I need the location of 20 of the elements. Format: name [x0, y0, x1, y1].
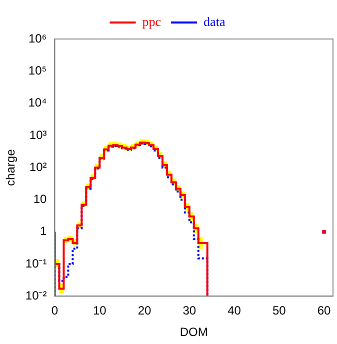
x-tick-label: 0: [51, 304, 58, 318]
y-tick-label: 10³: [29, 128, 47, 142]
x-tick-label: 50: [272, 304, 286, 318]
legend-label: data: [204, 14, 226, 29]
y-tick-label: 1: [40, 224, 48, 238]
x-tick-label: 10: [92, 304, 107, 318]
y-tick-label: 10⁻¹: [25, 256, 47, 270]
y-tick-label: 10⁴: [28, 96, 47, 110]
x-tick-label: 20: [138, 304, 152, 318]
y-tick-label: 10⁵: [28, 63, 47, 78]
y-axis-title: charge: [4, 148, 18, 186]
x-tick-label: 40: [228, 304, 242, 318]
legend-label: ppc: [142, 14, 162, 29]
y-tick-label: 10⁶: [28, 31, 47, 46]
x-axis-title: DOM: [180, 325, 208, 340]
y-tick-label: 10: [33, 192, 48, 206]
x-tick-label: 30: [182, 304, 196, 318]
y-tick-label: 10⁻²: [25, 288, 47, 303]
y-tick-label: 10²: [29, 160, 47, 174]
x-tick-label: 60: [317, 304, 332, 318]
